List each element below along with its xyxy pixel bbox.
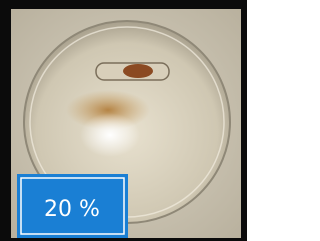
light-glare [80,113,140,157]
photo-panel: 20 % [0,0,247,241]
percentage-label: 20 % [44,197,100,222]
sample-spot [123,64,153,78]
